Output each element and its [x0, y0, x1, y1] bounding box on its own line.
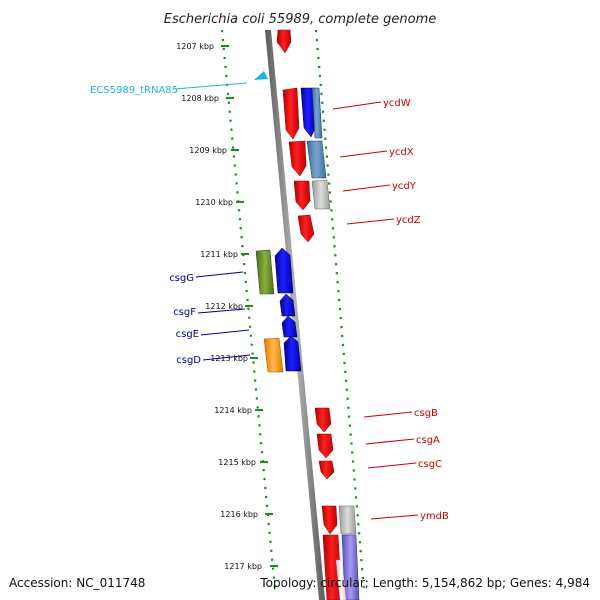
ruler-label: 1209 kbp	[189, 146, 227, 155]
gene-label-csgB[interactable]: csgB	[414, 408, 438, 419]
label-leader-lines	[174, 82, 419, 520]
leader-line	[370, 514, 419, 520]
gene-label-ycdY[interactable]: ycdY	[392, 181, 417, 192]
gene-arrow[interactable]	[293, 180, 311, 211]
gene-label-csgF[interactable]: csgF	[173, 307, 196, 318]
gene-label-csgD[interactable]: csgD	[176, 355, 201, 366]
gene-track-lower	[314, 407, 360, 600]
ruler-label: 1211 kbp	[200, 250, 238, 259]
gene-labels: ECS5989_tRNA85 ycdW ycdX ycdY ycdZ csgB …	[90, 85, 449, 522]
gene-arrow[interactable]	[282, 87, 300, 140]
ruler-label: 1214 kbp	[214, 406, 252, 415]
ruler-label: 1217 kbp	[224, 562, 262, 571]
gene-arrow[interactable]	[314, 407, 332, 433]
gene-arrow[interactable]	[288, 140, 307, 177]
gene-arrow[interactable]	[311, 87, 323, 139]
trna-marker-icon[interactable]	[254, 71, 268, 80]
ruler-label: 1215 kbp	[218, 458, 256, 467]
gene-arrow[interactable]	[281, 315, 298, 338]
ruler-label: 1210 kbp	[195, 198, 233, 207]
leader-line	[342, 184, 391, 192]
gene-label-trna[interactable]: ECS5989_tRNA85	[90, 85, 178, 96]
ruler-ticks	[221, 45, 278, 567]
gene-arrow[interactable]	[318, 460, 335, 480]
gene-arrow[interactable]	[255, 249, 275, 295]
ruler-label: 1213 kbp	[210, 354, 248, 363]
leader-line	[332, 101, 382, 110]
gene-arrow[interactable]	[276, 29, 292, 54]
leader-line	[367, 462, 417, 469]
ruler-label: 1208 kbp	[181, 94, 219, 103]
left-guide-line	[220, 29, 277, 591]
gene-arrow[interactable]	[297, 214, 315, 243]
right-guide-line	[314, 29, 366, 591]
leader-line	[339, 150, 388, 158]
gene-track-upper	[276, 29, 331, 243]
gene-arrow[interactable]	[322, 534, 343, 600]
gene-arrow[interactable]	[316, 433, 334, 459]
gene-arrow[interactable]	[338, 505, 357, 535]
leader-line	[200, 329, 250, 336]
ruler-label: 1207 kbp	[176, 42, 214, 51]
ruler-labels: 1207 kbp 1208 kbp 1209 kbp 1210 kbp 1211…	[176, 42, 262, 571]
gene-label-csgE[interactable]: csgE	[176, 329, 199, 340]
leader-line	[195, 271, 244, 278]
gene-arrow[interactable]	[274, 247, 294, 294]
gene-label-ycdX[interactable]: ycdX	[389, 147, 414, 158]
gene-label-csgA[interactable]: csgA	[416, 435, 440, 446]
gene-label-csgC[interactable]: csgC	[418, 459, 442, 470]
gene-arrow[interactable]	[300, 87, 317, 138]
gene-arrow[interactable]	[279, 293, 296, 317]
gene-arrow[interactable]	[263, 337, 284, 373]
genome-title: Escherichia coli 55989, complete genome	[164, 12, 436, 27]
gene-track-csg-operon	[255, 247, 302, 373]
gene-arrow[interactable]	[341, 534, 360, 600]
ruler-label: 1216 kbp	[220, 510, 258, 519]
gene-label-ycdW[interactable]: ycdW	[383, 98, 411, 109]
gene-label-ymdB[interactable]: ymdB	[420, 511, 449, 522]
leader-line	[346, 218, 395, 225]
leader-line	[174, 82, 248, 90]
gene-arrow[interactable]	[306, 140, 327, 179]
ruler-label: 1212 kbp	[205, 302, 243, 311]
leader-line	[197, 308, 246, 314]
leader-line	[202, 354, 251, 361]
gene-arrow[interactable]	[321, 505, 338, 535]
gene-arrow[interactable]	[283, 335, 302, 372]
leader-line	[365, 438, 415, 445]
gene-label-ycdZ[interactable]: ycdZ	[396, 215, 421, 226]
gene-arrow[interactable]	[311, 179, 331, 210]
topology-text: Topology: circular; Length: 5,154,862 bp…	[260, 576, 590, 590]
gene-label-csgG[interactable]: csgG	[169, 273, 194, 284]
leader-line	[363, 411, 413, 418]
gene-arrow[interactable]	[335, 559, 347, 600]
accession-text: Accession: NC_011748	[9, 576, 146, 590]
